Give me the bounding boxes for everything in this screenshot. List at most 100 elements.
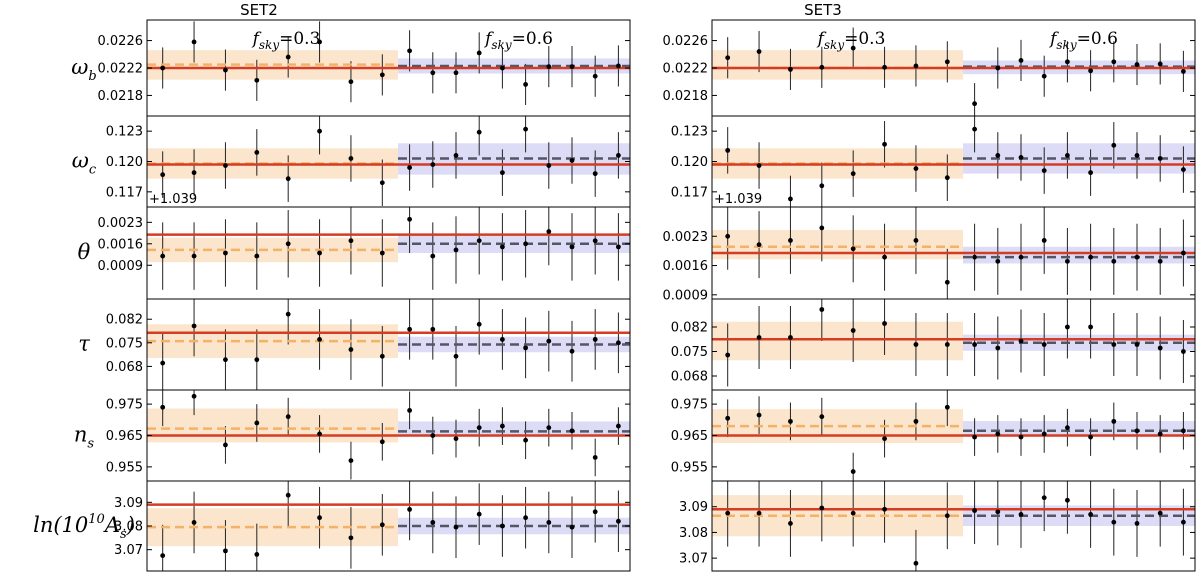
data-point xyxy=(882,141,887,147)
data-point xyxy=(662,325,667,330)
y-tick-label: 0.075 xyxy=(106,336,143,351)
data-point xyxy=(1111,59,1117,65)
data-point xyxy=(160,360,166,366)
data-point xyxy=(913,342,919,347)
y-tick-label: 3.09 xyxy=(114,496,143,511)
band-fsky-0.3 xyxy=(712,50,963,80)
data-point xyxy=(317,515,322,521)
y-tick-label: 0.120 xyxy=(106,155,143,170)
data-point xyxy=(546,64,552,70)
data-point xyxy=(1018,155,1024,160)
data-point xyxy=(285,176,291,182)
data-point xyxy=(254,150,260,155)
data-point xyxy=(1018,512,1024,517)
data-point xyxy=(453,153,459,158)
data-point xyxy=(348,156,354,161)
panel-title-set3: SET3 xyxy=(804,1,842,19)
data-point xyxy=(379,353,385,359)
data-point xyxy=(1041,495,1047,501)
data-point xyxy=(1041,342,1047,347)
data-point xyxy=(500,523,505,529)
data-point xyxy=(995,258,1001,264)
y-tick-label: 0.0016 xyxy=(663,259,709,274)
data-point xyxy=(1088,254,1093,260)
data-point xyxy=(430,433,436,438)
data-point xyxy=(407,507,412,512)
y-tick-label: 0.0218 xyxy=(663,89,709,104)
data-point xyxy=(1111,258,1117,264)
data-point xyxy=(453,70,459,76)
data-point xyxy=(1157,345,1163,351)
plot-area xyxy=(147,21,644,106)
data-point xyxy=(639,160,644,165)
data-point xyxy=(850,328,856,333)
chart-set3: 0.02180.02220.02260.1170.1200.1230.00090… xyxy=(663,19,1196,572)
data-point xyxy=(546,520,552,525)
data-point xyxy=(430,253,436,259)
data-point xyxy=(476,425,482,431)
data-point xyxy=(639,43,644,48)
data-point xyxy=(348,79,354,85)
y-tick-label: 0.120 xyxy=(671,155,708,170)
band-fsky-0.3 xyxy=(147,237,398,263)
data-point xyxy=(379,72,385,78)
data-point xyxy=(223,250,228,256)
data-point xyxy=(592,337,598,342)
y-tick-label: 0.068 xyxy=(671,370,708,385)
data-point xyxy=(1134,521,1140,526)
data-point xyxy=(569,524,575,530)
data-point xyxy=(819,307,825,312)
data-point xyxy=(407,48,412,54)
data-point xyxy=(662,433,667,438)
y-tick-label: 3.08 xyxy=(114,520,143,535)
data-point xyxy=(1181,519,1186,525)
data-point xyxy=(850,246,856,252)
data-point xyxy=(1018,58,1024,63)
data-point xyxy=(453,436,459,442)
data-point xyxy=(616,63,621,69)
y-tick-label: 3.07 xyxy=(114,543,143,558)
data-point xyxy=(379,250,385,256)
data-point xyxy=(430,326,436,332)
panel-title-set2: SET2 xyxy=(240,1,278,19)
data-point xyxy=(592,238,598,244)
data-point xyxy=(1088,324,1093,330)
axes-frame xyxy=(711,480,1196,572)
subplot-row-0: 0.0218 0.0222 0.0226 xyxy=(663,19,1196,117)
data-point xyxy=(725,352,731,358)
data-point xyxy=(453,353,459,359)
band-fsky-0.3 xyxy=(147,508,398,547)
y-tick-label: 0.0226 xyxy=(98,34,144,49)
data-point xyxy=(756,49,762,54)
fsky-label-0.3: fsky=0.3 xyxy=(816,29,886,52)
data-point xyxy=(1111,342,1117,347)
data-point xyxy=(725,147,731,153)
axes-frame xyxy=(146,480,631,572)
plot-area xyxy=(712,207,1195,299)
data-point xyxy=(223,548,228,554)
data-point xyxy=(882,64,887,70)
data-point xyxy=(1157,431,1163,437)
y-tick-label: 0.955 xyxy=(106,460,143,475)
data-point xyxy=(850,171,856,177)
band-fsky-0.3 xyxy=(147,50,398,80)
data-point xyxy=(500,170,505,176)
data-point xyxy=(569,64,575,70)
data-point xyxy=(819,64,825,70)
subplot-row-3: 0.068 0.075 0.082 τ xyxy=(78,298,667,391)
y-tick-label: 0.082 xyxy=(106,313,143,328)
data-point xyxy=(1041,238,1047,243)
data-point xyxy=(972,434,977,440)
band-fsky-0.3 xyxy=(147,408,398,443)
data-point xyxy=(850,45,856,51)
data-point xyxy=(944,175,950,181)
data-point xyxy=(523,126,528,132)
data-point xyxy=(160,253,166,259)
data-point xyxy=(725,510,731,516)
data-point xyxy=(1157,61,1163,67)
data-point xyxy=(882,321,887,326)
data-point xyxy=(254,253,260,259)
data-point xyxy=(850,469,856,474)
y-tick-label: 0.117 xyxy=(671,185,708,200)
data-point xyxy=(639,414,644,419)
